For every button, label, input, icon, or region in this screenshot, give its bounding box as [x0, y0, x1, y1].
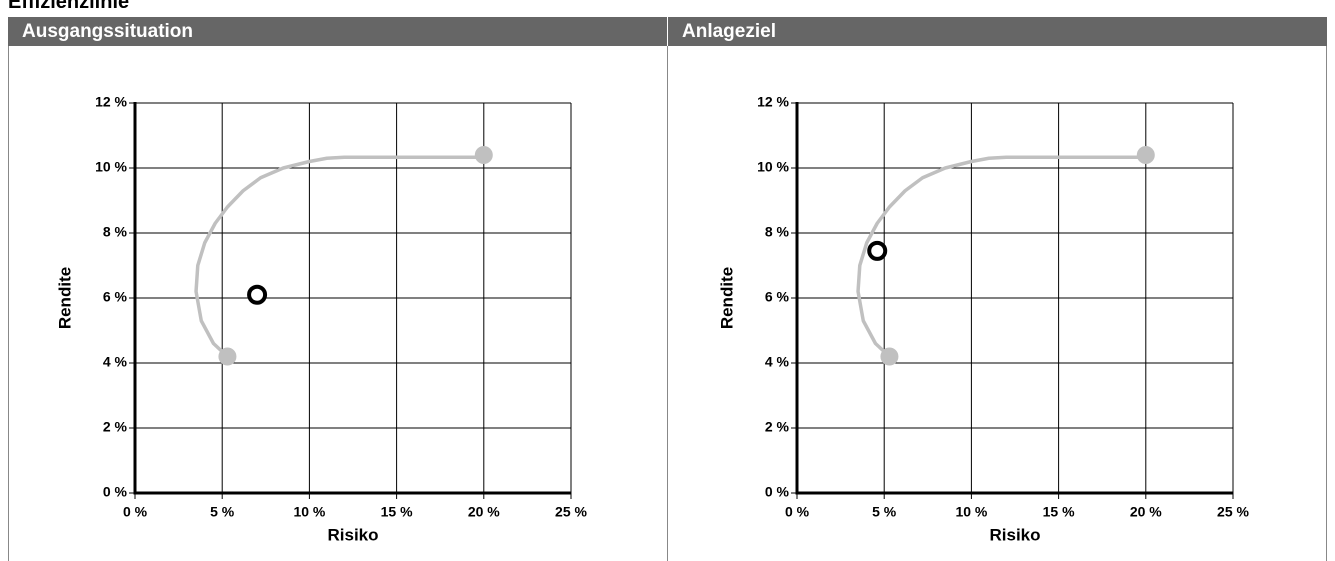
- y-tick-label: 10 %: [757, 159, 789, 175]
- y-axis-title: Rendite: [717, 267, 736, 329]
- x-tick-label: 0 %: [785, 504, 810, 520]
- y-tick-label: 4 %: [103, 354, 128, 370]
- x-tick-label: 25 %: [555, 504, 587, 520]
- x-tick-label: 5 %: [210, 504, 235, 520]
- y-tick-label: 6 %: [765, 289, 790, 305]
- x-tick-label: 10 %: [955, 504, 987, 520]
- y-tick-label: 10 %: [95, 159, 127, 175]
- panel-header: Anlageziel: [668, 17, 1327, 46]
- y-tick-label: 12 %: [95, 94, 127, 110]
- panel-header: Ausgangssituation: [8, 17, 667, 46]
- x-axis-title: Risiko: [989, 525, 1040, 544]
- x-tick-label: 15 %: [381, 504, 413, 520]
- endpoint-marker: [1136, 146, 1155, 164]
- y-tick-label: 2 %: [103, 419, 128, 435]
- x-tick-label: 20 %: [468, 504, 500, 520]
- y-tick-label: 12 %: [757, 94, 789, 110]
- x-tick-label: 5 %: [872, 504, 897, 520]
- frontier-line: [194, 155, 484, 358]
- x-tick-label: 20 %: [1130, 504, 1162, 520]
- y-tick-label: 0 %: [103, 484, 128, 500]
- portfolio-marker: [867, 240, 888, 261]
- page-title: Effizienzlinie: [8, 0, 130, 13]
- y-tick-label: 2 %: [765, 419, 790, 435]
- y-tick-label: 8 %: [103, 224, 128, 240]
- portfolio-marker: [247, 284, 268, 305]
- endpoint-marker: [880, 347, 899, 366]
- y-tick-label: 4 %: [765, 354, 790, 370]
- x-tick-label: 10 %: [293, 504, 325, 520]
- x-tick-label: 0 %: [123, 504, 148, 520]
- y-tick-label: 6 %: [103, 289, 128, 305]
- endpoint-marker: [218, 347, 237, 366]
- y-axis-title: Rendite: [55, 267, 74, 329]
- x-tick-label: 15 %: [1043, 504, 1075, 520]
- y-tick-label: 8 %: [765, 224, 790, 240]
- endpoint-marker: [474, 146, 493, 164]
- y-tick-label: 0 %: [765, 484, 790, 500]
- x-axis-title: Risiko: [327, 525, 378, 544]
- frontier-line: [856, 155, 1146, 358]
- x-tick-label: 25 %: [1217, 504, 1249, 520]
